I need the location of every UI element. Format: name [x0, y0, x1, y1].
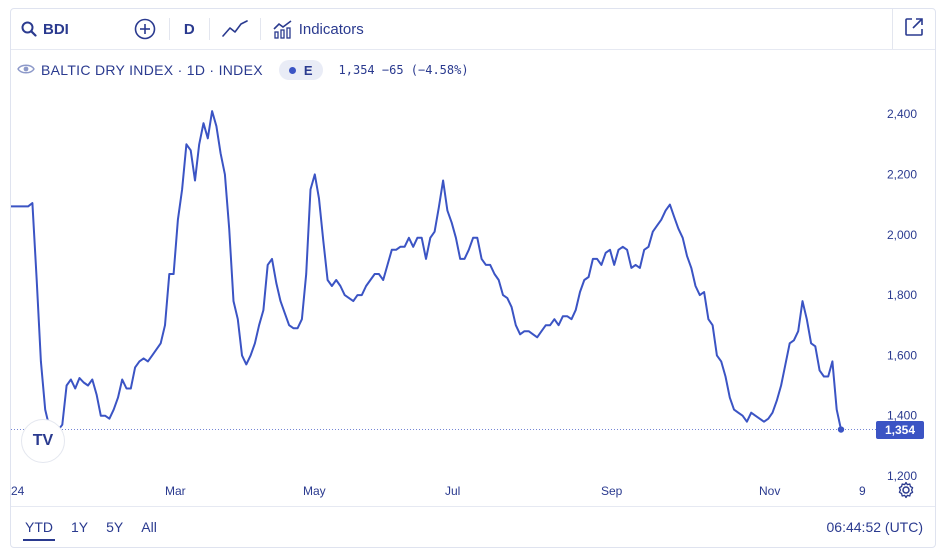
y-tick-label: 2,000 [887, 228, 917, 242]
y-tick-label: 1,600 [887, 348, 917, 362]
x-tick-label: May [303, 484, 326, 498]
y-tick-label: 1,200 [887, 469, 917, 483]
x-tick-label: 9 [859, 484, 866, 498]
series-title: BALTIC DRY INDEX · 1D · INDEX [41, 62, 263, 78]
x-tick-label: Sep [601, 484, 623, 498]
y-tick-label: 2,400 [887, 107, 917, 121]
interval-button[interactable]: D [183, 20, 195, 38]
y-tick-label: 1,400 [887, 409, 917, 423]
series-legend: BALTIC DRY INDEX · 1D · INDEX E 1,354 −6… [17, 59, 469, 81]
chart-widget: BDI D Indicators [10, 8, 936, 548]
symbol-label: BDI [43, 20, 69, 38]
x-tick-label: Mar [165, 484, 186, 498]
indicators-label: Indicators [298, 20, 364, 38]
symbol-search-button[interactable]: BDI [11, 9, 81, 49]
eye-icon[interactable] [17, 62, 35, 79]
x-tick-label: Jul [445, 484, 460, 498]
indicators-button[interactable]: Indicators [261, 9, 376, 49]
line-chart-icon [221, 19, 248, 39]
top-toolbar: BDI D Indicators [11, 9, 935, 50]
last-price-tag: 1,354 [876, 420, 924, 439]
last-price-marker [837, 426, 845, 433]
toolbar-divider [259, 18, 261, 40]
price-quote: 1,354 −65 (−4.58%) [338, 63, 469, 77]
price-series-line [11, 110, 842, 435]
exchange-badge: E [278, 60, 323, 80]
open-external-icon [903, 16, 925, 43]
open-external-button[interactable] [892, 9, 935, 49]
bottom-toolbar: YTD 1Y 5Y All 06:44:52 (UTC) [11, 506, 935, 547]
y-tick-label: 2,200 [887, 167, 917, 181]
range-button-5y[interactable]: 5Y [106, 519, 124, 535]
gear-icon [897, 481, 915, 503]
price-chart[interactable]: 1,200 1,400 1,600 1,800 2,000 2,200 2,400 24 Mar… [11, 9, 935, 509]
y-tick-label: 1,800 [887, 288, 917, 302]
tradingview-logo-text: TV [32, 432, 54, 449]
range-button-ytd[interactable]: YTD [19, 507, 59, 547]
settings-button[interactable] [897, 481, 915, 504]
x-tick-label: 24 [11, 484, 25, 498]
status-dot-icon [288, 66, 296, 74]
add-circle-icon [133, 17, 157, 41]
search-icon [21, 21, 37, 37]
compare-symbol-button[interactable] [121, 9, 169, 49]
range-button-all[interactable]: All [141, 519, 157, 535]
toolbar-divider [168, 18, 170, 40]
chart-type-button[interactable] [210, 9, 260, 49]
exchange-badge-label: E [303, 62, 313, 78]
tradingview-logo[interactable]: TV [21, 419, 65, 463]
toolbar-divider [208, 18, 210, 40]
indicators-icon [273, 19, 293, 39]
utc-clock[interactable]: 06:44:52 (UTC) [826, 519, 923, 535]
range-button-1y[interactable]: 1Y [71, 519, 89, 535]
x-tick-label: Nov [759, 484, 780, 498]
